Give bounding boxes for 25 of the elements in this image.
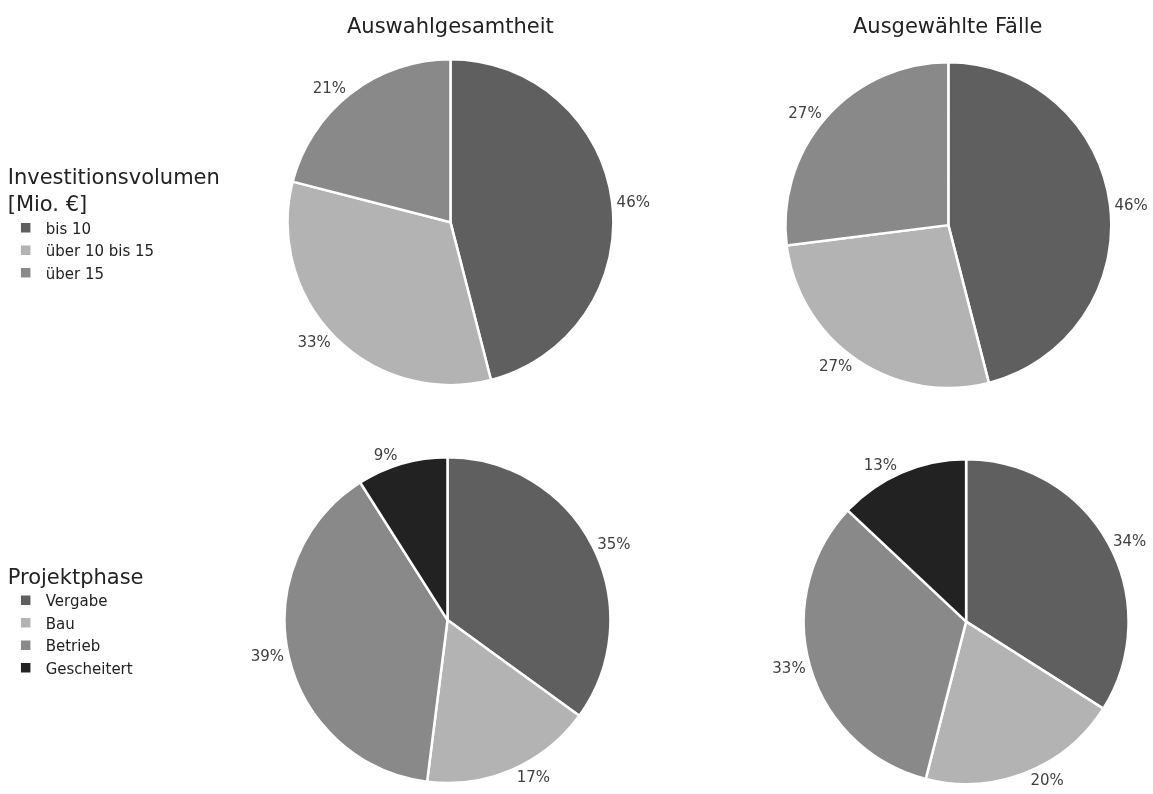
data-label: 20% [1030,771,1064,790]
legend-label: Betrieb [45,637,101,656]
legend-label: über 15 [45,264,104,283]
chart-title: Auswahlgesamtheit [347,14,554,38]
data-label: 33% [297,332,331,351]
legend-label: Gescheitert [45,659,133,678]
legend-label: über 10 bis 15 [45,242,155,260]
legend-title: Projektphase [7,564,144,589]
data-label: 33% [772,658,806,677]
data-label: 39% [250,647,284,666]
legend-title: Investitionsvolumen [Mio. €] [7,165,220,217]
data-label: 46% [616,192,650,211]
data-label: 35% [597,535,631,554]
data-label: 46% [1114,195,1148,214]
data-label: 13% [863,455,898,474]
data-label: 9% [373,446,398,465]
chart-title: Ausgewählte Fälle [853,14,1043,38]
data-label: 27% [818,357,853,376]
data-label: 34% [1112,532,1147,551]
data-label: 21% [312,78,347,97]
data-label: 27% [788,104,822,123]
legend-label: bis 10 [45,219,92,238]
data-label: 17% [516,768,551,787]
legend-label: Bau [45,614,75,633]
legend-label: Vergabe [45,592,108,611]
